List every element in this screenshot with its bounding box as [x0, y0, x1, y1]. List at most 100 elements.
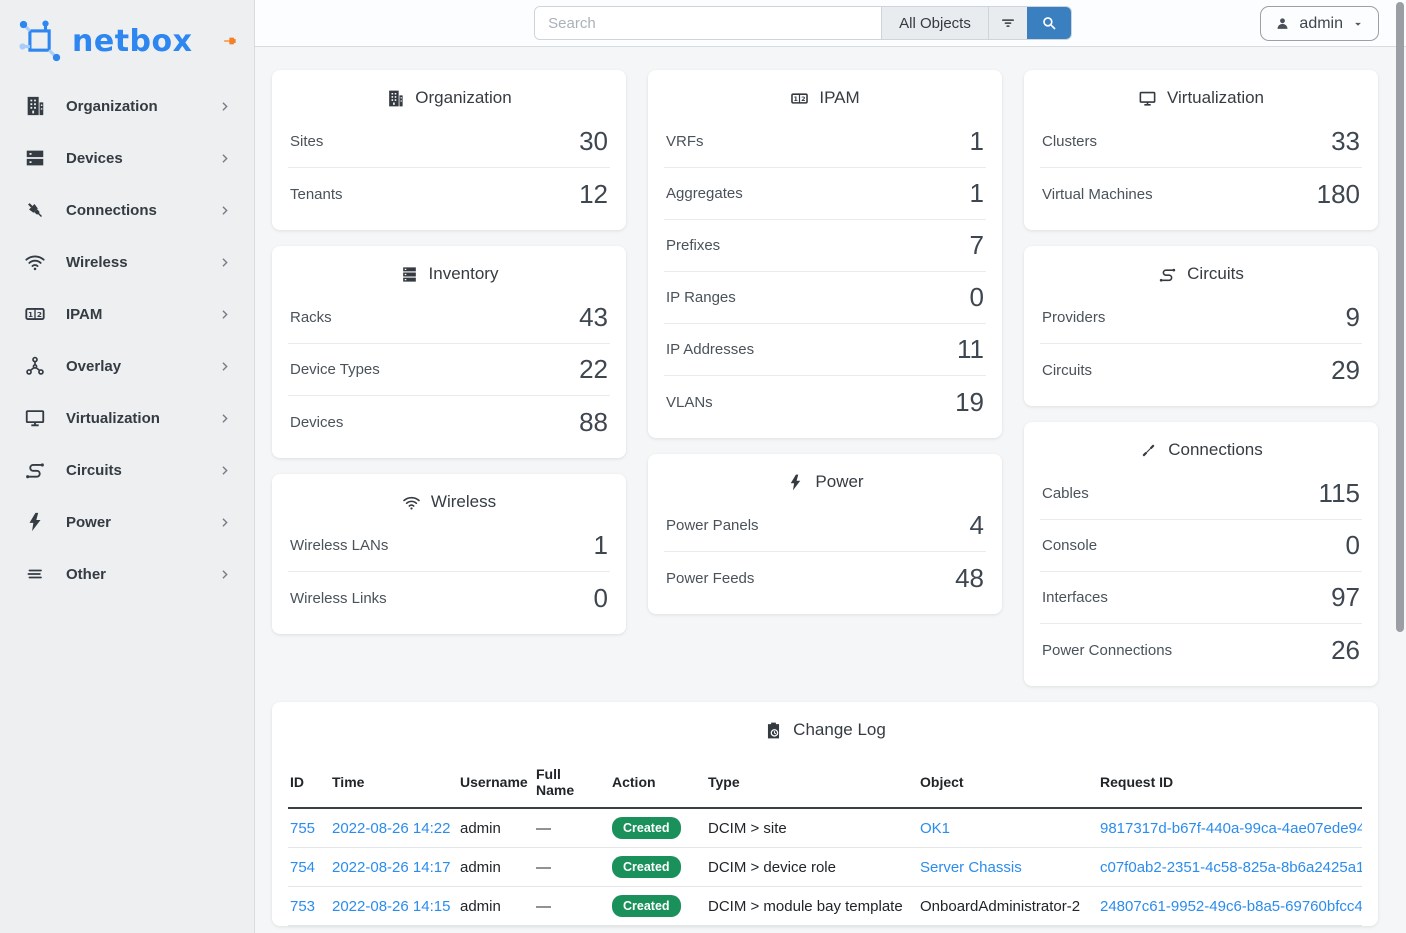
menu-lines-icon	[24, 563, 46, 585]
sidebar-item-connections[interactable]: Connections	[0, 184, 254, 236]
search-filter-button[interactable]	[987, 7, 1027, 39]
netbox-logo-icon	[18, 19, 62, 63]
scrollbar-thumb[interactable]	[1396, 2, 1404, 632]
graph-icon	[24, 355, 46, 377]
chevron-right-icon	[217, 567, 232, 582]
stat-value[interactable]: 1	[593, 530, 608, 560]
stat-row: Devices 88	[288, 396, 610, 448]
global-search: All Objects	[534, 6, 1072, 40]
stat-value[interactable]: 97	[1331, 582, 1360, 612]
change-time-link[interactable]: 2022-08-26 14:17	[332, 858, 451, 876]
column-header-time: Time	[330, 760, 458, 809]
stat-label[interactable]: Prefixes	[666, 237, 721, 254]
stat-label[interactable]: VLANs	[666, 393, 713, 411]
search-input[interactable]	[535, 7, 882, 39]
sidebar-pin-toggle[interactable]	[222, 33, 238, 49]
stat-value[interactable]: 22	[579, 354, 608, 384]
sidebar-item-circuits[interactable]: Circuits	[0, 444, 254, 496]
scrollbar	[1394, 0, 1406, 933]
stat-label[interactable]: Power Connections	[1042, 641, 1173, 659]
sidebar-item-power[interactable]: Power	[0, 496, 254, 548]
change-time-link[interactable]: 2022-08-26 14:15	[332, 897, 451, 915]
stat-value[interactable]: 12	[579, 178, 608, 209]
change-object-link[interactable]: Server Chassis	[920, 858, 1022, 876]
stat-value[interactable]: 33	[1331, 126, 1360, 156]
stat-label[interactable]: Power Feeds	[666, 569, 755, 587]
stat-label[interactable]: VRFs	[666, 133, 704, 150]
netbox-logo[interactable]: netbox	[0, 0, 254, 80]
stat-value[interactable]: 88	[579, 406, 608, 437]
sidebar-item-label: Other	[66, 565, 107, 583]
stat-row: Power Feeds 48	[664, 552, 986, 604]
stat-label[interactable]: Virtual Machines	[1042, 185, 1153, 203]
change-request-id-link[interactable]: 24807c61-9952-49c6-b8a5-69760bfcc4b3	[1100, 897, 1362, 915]
card-title-text: Wireless	[430, 492, 497, 511]
sidebar-item-label: Organization	[66, 97, 158, 115]
sidebar-item-overlay[interactable]: Overlay	[0, 340, 254, 392]
stat-value[interactable]: 1	[969, 126, 984, 156]
changelog-row: 753 2022-08-26 14:15 admin — Created DCI…	[288, 886, 1362, 926]
stat-value[interactable]: 43	[579, 302, 608, 332]
sidebar-item-devices[interactable]: Devices	[0, 132, 254, 184]
sidebar-item-virtualization[interactable]: Virtualization	[0, 392, 254, 444]
sidebar-item-wireless[interactable]: Wireless	[0, 236, 254, 288]
sidebar-item-organization[interactable]: Organization	[0, 80, 254, 132]
stat-label[interactable]: Circuits	[1042, 361, 1093, 379]
change-object-link[interactable]: OK1	[920, 819, 951, 837]
stat-label[interactable]: Tenants	[290, 185, 343, 203]
sidebar-item-other[interactable]: Other	[0, 548, 254, 600]
stat-value[interactable]: 26	[1331, 634, 1360, 665]
stat-label[interactable]: Wireless Links	[290, 589, 387, 607]
stat-label[interactable]: Sites	[290, 133, 324, 150]
stat-label[interactable]: Clusters	[1042, 133, 1098, 150]
stat-value[interactable]: 1	[969, 178, 984, 208]
stat-value[interactable]: 19	[955, 386, 984, 417]
stat-value[interactable]: 0	[969, 282, 984, 312]
changelog-row: 755 2022-08-26 14:22 admin — Created DCI…	[288, 808, 1362, 848]
sidebar-item-label: Devices	[66, 149, 123, 167]
search-submit-button[interactable]	[1026, 7, 1071, 39]
stat-value[interactable]: 0	[1345, 530, 1360, 560]
stat-value[interactable]: 29	[1331, 354, 1360, 385]
dashboard: Organization Sites 30 Tenants 12	[255, 47, 1406, 933]
card-title-text: Organization	[415, 88, 512, 107]
stat-value[interactable]: 7	[969, 230, 984, 260]
stat-value[interactable]: 0	[593, 582, 608, 613]
stat-row: Clusters 33	[1040, 116, 1362, 168]
stat-value[interactable]: 48	[955, 562, 984, 593]
stat-label[interactable]: Aggregates	[666, 185, 743, 202]
change-time-link[interactable]: 2022-08-26 14:22	[332, 819, 451, 837]
stat-label[interactable]: Wireless LANs	[290, 537, 389, 554]
column-header-id: ID	[288, 760, 330, 809]
topbar: All Objects admin	[255, 0, 1406, 47]
change-id-link[interactable]: 753	[290, 897, 316, 915]
stat-value[interactable]: 11	[957, 334, 984, 364]
stat-label[interactable]: Providers	[1042, 309, 1106, 326]
search-scope-dropdown[interactable]: All Objects	[881, 7, 988, 39]
stat-label[interactable]: Power Panels	[666, 517, 759, 534]
stat-row: Interfaces 97	[1040, 572, 1362, 624]
stat-label[interactable]: Interfaces	[1042, 589, 1108, 606]
stat-value[interactable]: 115	[1318, 478, 1360, 508]
change-request-id-link[interactable]: c07f0ab2-2351-4c58-825a-8b6a2425a1ab	[1100, 858, 1362, 876]
stat-value[interactable]: 30	[579, 126, 608, 156]
stat-row: Providers 9	[1040, 292, 1362, 344]
stat-label[interactable]: IP Addresses	[666, 341, 755, 358]
stat-label[interactable]: Devices	[290, 413, 344, 431]
stat-label[interactable]: Racks	[290, 309, 332, 326]
column-header-requestid: Request ID	[1098, 760, 1362, 809]
change-id-link[interactable]: 754	[290, 858, 316, 876]
change-request-id-link[interactable]: 9817317d-b67f-440a-99ca-4ae07ede94df	[1100, 819, 1362, 837]
stat-label[interactable]: Console	[1042, 537, 1098, 554]
pin-icon	[222, 33, 238, 49]
stat-value[interactable]: 9	[1345, 302, 1360, 332]
stat-value[interactable]: 4	[969, 510, 984, 540]
user-menu-button[interactable]: admin	[1260, 6, 1379, 41]
stat-label[interactable]: Device Types	[290, 361, 380, 378]
chevron-right-icon	[217, 463, 232, 478]
stat-label[interactable]: IP Ranges	[666, 289, 736, 306]
change-id-link[interactable]: 755	[290, 819, 316, 837]
stat-value[interactable]: 180	[1316, 178, 1360, 209]
stat-label[interactable]: Cables	[1042, 485, 1089, 502]
